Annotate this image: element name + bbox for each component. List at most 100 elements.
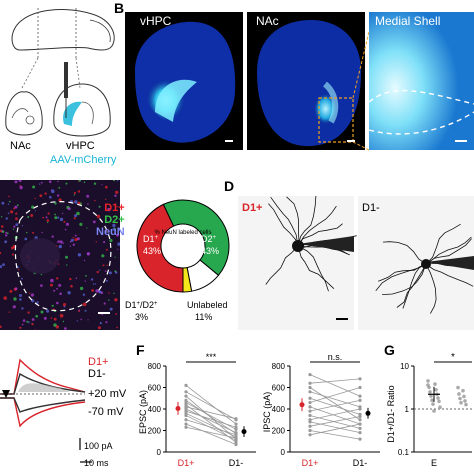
pair-line <box>309 430 361 440</box>
cell-speckle <box>116 206 118 208</box>
cell-speckle <box>67 207 71 211</box>
cell-speckle <box>53 323 57 327</box>
cell-speckle <box>85 275 87 277</box>
cell-speckle <box>77 190 81 193</box>
cell-speckle <box>65 182 68 185</box>
cell-speckle <box>99 322 102 325</box>
label-vhpc: vHPC <box>66 140 95 152</box>
panel-letter-b: B <box>114 0 125 16</box>
pair-line <box>309 408 361 421</box>
point-d1 <box>308 405 312 409</box>
pair-line <box>309 421 361 434</box>
ratio-point <box>434 387 438 392</box>
cell-speckle <box>24 237 28 241</box>
pair-line <box>185 385 237 425</box>
dendrite <box>378 263 427 282</box>
category-d1: D1+ <box>302 458 319 468</box>
point-d2 <box>234 436 238 440</box>
y-tick-label: 400 <box>272 405 286 414</box>
cell-speckle <box>58 283 62 287</box>
y-tick-label: 800 <box>148 362 162 371</box>
cell-speckle <box>86 227 88 229</box>
dendrite <box>297 223 343 247</box>
cell-speckle <box>74 237 78 242</box>
category-d2: D1- <box>353 458 368 468</box>
point-d1 <box>308 428 312 433</box>
cell-speckle <box>34 210 37 212</box>
cell-speckle <box>41 231 43 234</box>
sagittal-brain-outline <box>11 9 115 51</box>
cell-speckle <box>75 277 78 279</box>
cell-speckle <box>0 251 2 255</box>
cell-speckle <box>32 185 36 189</box>
cell-speckle <box>39 194 43 198</box>
cell-speckle <box>47 222 49 224</box>
cell-speckle <box>22 319 26 322</box>
point-d2 <box>358 398 362 402</box>
legend-d2: D2+ <box>104 214 125 226</box>
pair-line <box>185 400 237 435</box>
cell-speckle <box>28 321 30 324</box>
cell-speckle <box>105 248 108 251</box>
cell-speckle <box>72 243 76 246</box>
pair-line <box>185 391 237 421</box>
point-d1 <box>308 381 312 385</box>
cell-speckle <box>116 222 118 224</box>
cell-speckle <box>112 223 116 228</box>
pair-line <box>185 410 237 428</box>
y-tick-label: 0 <box>157 448 162 457</box>
ratio-point <box>433 382 437 386</box>
cell-speckle <box>94 199 96 202</box>
cell-speckle <box>104 185 108 189</box>
point-d1 <box>308 400 312 405</box>
pair-line <box>309 391 361 408</box>
pair-line <box>185 408 237 434</box>
ratio-point <box>436 396 440 400</box>
point-d1 <box>184 418 188 422</box>
cell-speckle <box>15 223 19 226</box>
cell-speckle <box>15 212 18 215</box>
cell-speckle <box>58 198 62 202</box>
point-d2 <box>358 418 362 422</box>
cell-speckle <box>21 225 23 227</box>
x-category: E <box>431 458 437 468</box>
epsc-ylabel: EPSC (pA) <box>138 390 148 434</box>
cell-speckle <box>9 200 11 203</box>
y-tick-label: 0.1 <box>398 448 410 457</box>
cell-speckle <box>56 277 59 280</box>
point-d2 <box>358 422 362 426</box>
cell-speckle <box>40 284 43 287</box>
cell-speckle <box>59 313 64 318</box>
y-tick-label: 600 <box>148 384 162 393</box>
cell-speckle <box>2 263 5 266</box>
cell-speckle <box>53 317 57 321</box>
cell-speckle <box>50 317 53 319</box>
voltage-label-pos: +20 mV <box>88 388 127 400</box>
ratio-point <box>432 409 436 413</box>
hippocampus-signal <box>155 79 197 122</box>
cell-speckle <box>117 242 120 246</box>
cell-speckle <box>46 219 50 222</box>
cell-speckle <box>55 325 59 329</box>
cell-speckle <box>104 270 107 272</box>
cell-speckle <box>105 198 107 201</box>
cell-speckle <box>7 212 10 215</box>
cell-speckle <box>19 184 21 187</box>
cell-speckle <box>57 216 60 219</box>
ratio-point-2 <box>456 385 460 390</box>
point-d1 <box>308 396 312 400</box>
pair-line <box>309 415 361 429</box>
cell-speckle <box>97 326 101 330</box>
image-title-medial-shell: Medial Shell <box>375 14 441 28</box>
cell-speckle <box>19 294 22 297</box>
panel-letter-g: G <box>384 342 395 358</box>
cell-speckle <box>116 233 119 237</box>
donut-slice-coloc <box>182 267 193 293</box>
panel-c-confocal-image <box>0 180 120 330</box>
mean-d2 <box>241 429 247 435</box>
cell-speckle <box>105 279 108 282</box>
cell-speckle <box>92 283 95 285</box>
cell-speckle <box>112 228 116 231</box>
cell-speckle <box>108 292 110 294</box>
point-d2 <box>358 431 362 435</box>
